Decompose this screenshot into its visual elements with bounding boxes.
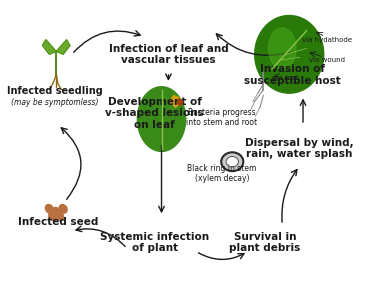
Text: (may be symptomless): (may be symptomless): [11, 98, 98, 108]
Polygon shape: [177, 99, 183, 106]
Ellipse shape: [49, 212, 57, 220]
Ellipse shape: [46, 205, 53, 213]
Polygon shape: [269, 28, 296, 69]
Polygon shape: [137, 87, 186, 151]
Ellipse shape: [52, 208, 60, 216]
Text: Infected seed: Infected seed: [18, 217, 98, 227]
Text: Development of
v-shaped lesions
on leaf: Development of v-shaped lesions on leaf: [105, 97, 204, 130]
Ellipse shape: [59, 205, 67, 213]
Text: Systemic infection
of plant: Systemic infection of plant: [100, 232, 209, 253]
Polygon shape: [255, 15, 324, 93]
Polygon shape: [43, 40, 56, 54]
Polygon shape: [170, 96, 181, 107]
Text: Bacteria progress
into stem and root: Bacteria progress into stem and root: [186, 108, 258, 127]
Polygon shape: [56, 40, 70, 54]
Text: Dispersal by wind,
rain, water splash: Dispersal by wind, rain, water splash: [245, 138, 354, 159]
Circle shape: [221, 152, 243, 171]
Text: Infected seedling: Infected seedling: [7, 86, 102, 96]
Text: via root: via root: [272, 75, 299, 81]
Ellipse shape: [56, 212, 64, 220]
Circle shape: [226, 157, 239, 167]
Text: via hydathode: via hydathode: [302, 37, 352, 43]
Text: Invasion of
susceptible host: Invasion of susceptible host: [244, 64, 341, 86]
Text: via wound: via wound: [309, 57, 345, 63]
Text: Survival in
plant debris: Survival in plant debris: [229, 232, 301, 253]
Text: Infection of leaf and
vascular tissues: Infection of leaf and vascular tissues: [108, 44, 228, 65]
Text: Black ring in stem
(xylem decay): Black ring in stem (xylem decay): [187, 164, 257, 183]
